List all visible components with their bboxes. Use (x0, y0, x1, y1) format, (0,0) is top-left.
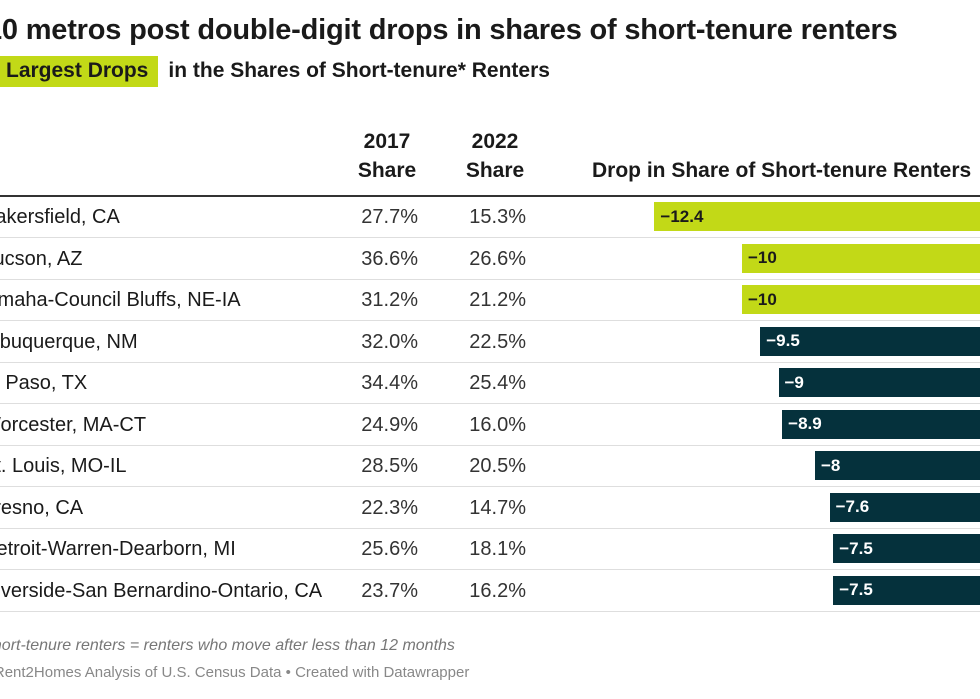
drop-bar: −9.5 (760, 326, 980, 356)
drop-bar: −7.5 (833, 534, 980, 563)
share-2022-value: 15.3% (469, 206, 526, 228)
drop-bar-label: −8 (821, 455, 841, 475)
source-line: Source: Rent2Homes Analysis of U.S. Cens… (0, 664, 470, 681)
drop-bar-label: −9.5 (766, 331, 800, 350)
drop-bar-label: −7.5 (839, 580, 873, 599)
drop-bar-label: −10 (748, 248, 777, 267)
drop-bar-label: −9 (784, 372, 804, 392)
share-2017-value: 27.7% (361, 206, 418, 228)
chart-title: 10 metros post double-digit drops in sha… (0, 14, 898, 46)
share-2022-value: 25.4% (469, 372, 526, 394)
table-row: Tucson, AZ 36.6% 26.6% −10 (0, 239, 980, 280)
header-2022-text: 2022 Share (465, 130, 525, 182)
drop-bar-label: −12.4 (660, 206, 704, 226)
table-row: Albuquerque, NM 32.0% 22.5% −9.5 (0, 322, 980, 363)
share-2017-value: 36.6% (361, 247, 418, 270)
subtitle-rest: in the Shares of Short-tenure* Renters (168, 59, 550, 82)
metro-name: Worcester, MA-CT (0, 413, 147, 436)
drop-bar: −9 (778, 368, 980, 397)
metro-name: St. Louis, MO-IL (0, 455, 127, 477)
table-row: El Paso, TX 34.4% 25.4% −9 (0, 363, 980, 404)
table-row: Fresno, CA 22.3% 14.7% −7.6 (0, 488, 980, 529)
share-2022-value: 14.7% (469, 496, 526, 519)
table-row: Detroit-Warren-Dearborn, MI 25.6% 18.1% −7.… (0, 529, 980, 570)
share-2022-value: 18.1% (469, 538, 526, 560)
table-row: Riverside-San Bernardino-Ontario, CA 23.7… (0, 571, 980, 612)
chart-subtitle: Largest Drops in the Shares of Short-ten… (0, 55, 550, 87)
metro-name: Tucson, AZ (0, 247, 83, 270)
subtitle-highlight: Largest Drops (0, 55, 159, 87)
metro-name: Bakersfield, CA (0, 206, 120, 228)
drop-bar: −8.9 (782, 409, 980, 439)
share-2022-value: 16.0% (469, 413, 526, 436)
column-header-2022-share: 2022 Share (448, 127, 542, 185)
column-header-drop: Drop in Share of Short-tenure Renters (592, 159, 972, 182)
drop-bar: −8 (815, 451, 980, 480)
share-2017-value: 25.6% (361, 538, 418, 560)
metro-name: Omaha-Council Bluffs, NE-IA (0, 289, 241, 311)
table-row: Worcester, MA-CT 24.9% 16.0% −8.9 (0, 405, 980, 446)
metro-name: Albuquerque, NM (0, 330, 138, 353)
share-2017-value: 32.0% (361, 330, 418, 353)
share-2022-value: 21.2% (469, 289, 526, 311)
header-divider (0, 195, 980, 197)
drop-bar: −12.4 (654, 202, 980, 231)
metro-name: Fresno, CA (0, 496, 84, 519)
drop-bar: −10 (742, 243, 980, 273)
share-2022-value: 26.6% (469, 247, 526, 270)
drop-bar-label: −8.9 (788, 414, 822, 433)
drop-bar-label: −7.5 (839, 538, 873, 558)
table-row: Bakersfield, CA 27.7% 15.3% −12.4 (0, 197, 980, 238)
metro-name: Detroit-Warren-Dearborn, MI (0, 538, 236, 560)
metro-name: Riverside-San Bernardino-Ontario, CA (0, 579, 323, 602)
share-2017-value: 23.7% (361, 579, 418, 602)
table-row: Omaha-Council Bluffs, NE-IA 31.2% 21.2% −10 (0, 280, 980, 321)
header-2017-text: 2017 Share (357, 130, 417, 182)
drop-bar: −10 (742, 285, 980, 314)
share-2017-value: 24.9% (361, 413, 418, 436)
column-header-2017-share: 2017 Share (340, 127, 434, 185)
footnote: *Short-tenure renters = renters who move… (0, 637, 455, 654)
metro-name: El Paso, TX (0, 372, 88, 394)
table-row: St. Louis, MO-IL 28.5% 20.5% −8 (0, 446, 980, 487)
drop-bar: −7.5 (833, 575, 980, 605)
share-2017-value: 34.4% (361, 372, 418, 394)
drop-bar-label: −7.6 (835, 497, 870, 516)
share-2022-value: 20.5% (469, 455, 526, 477)
share-2017-value: 31.2% (361, 289, 418, 311)
drop-bar: −7.6 (829, 492, 980, 522)
share-2017-value: 22.3% (361, 496, 418, 519)
drop-bar-label: −10 (748, 289, 777, 309)
share-2022-value: 22.5% (469, 330, 526, 353)
share-2017-value: 28.5% (361, 455, 418, 477)
share-2022-value: 16.2% (469, 579, 526, 602)
